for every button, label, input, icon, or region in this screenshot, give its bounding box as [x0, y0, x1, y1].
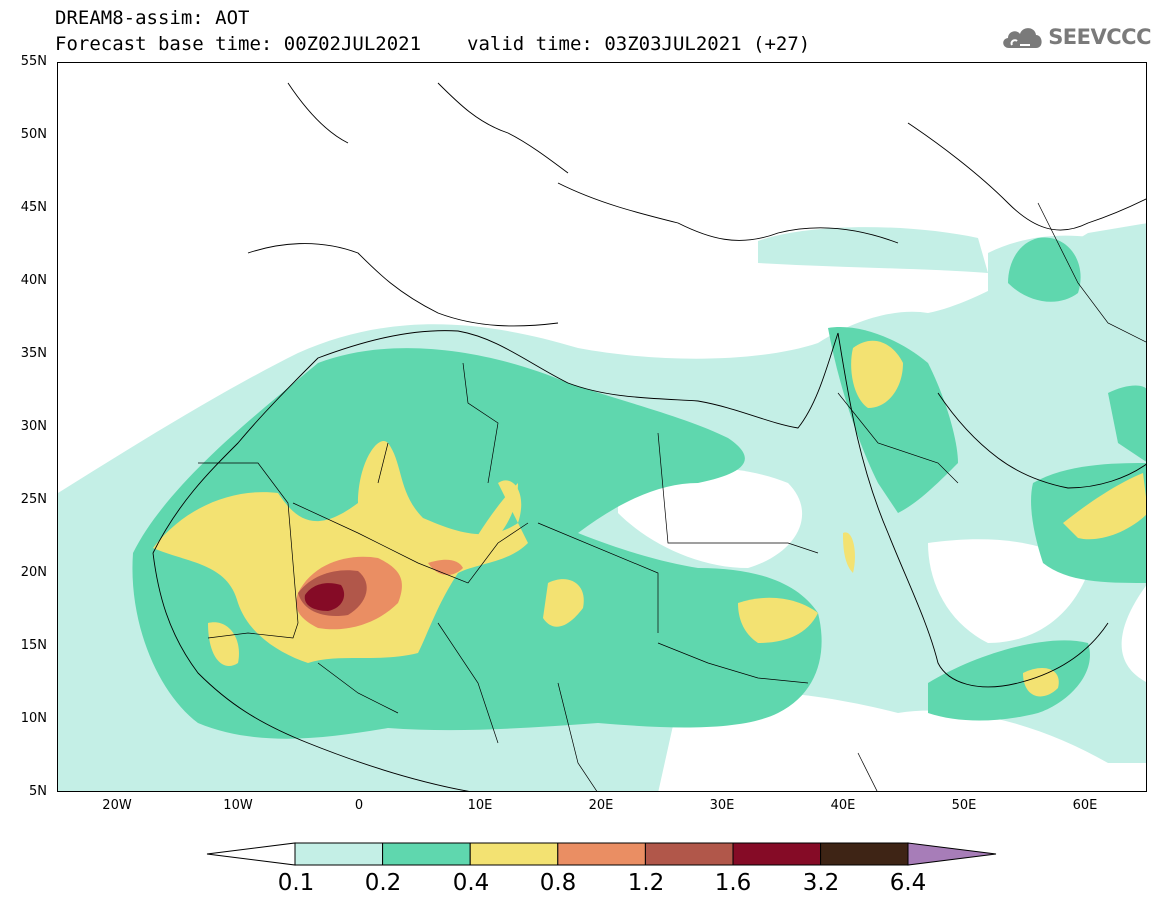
colorbar-under-triangle: [206, 842, 296, 866]
lat-label: 25N: [20, 492, 47, 507]
lat-label: 5N: [29, 784, 47, 799]
colorbar-label: 3.2: [802, 870, 840, 896]
colorbar-label: 0.1: [277, 870, 315, 896]
colorbar-segment-1: [294, 842, 384, 866]
colorbar: [206, 842, 997, 866]
aot-contour-0.4: [153, 340, 1146, 697]
map-title: DREAM8-assim: AOT: [55, 7, 250, 29]
lon-label: 50E: [951, 798, 977, 813]
lon-label: 10E: [467, 798, 493, 813]
lat-label: 40N: [20, 273, 47, 288]
lon-label: 30E: [709, 798, 735, 813]
colorbar-segment-2: [382, 842, 471, 866]
aot-contour-1.6: [304, 583, 345, 611]
lat-label: 30N: [20, 419, 47, 434]
cloud-icon: [1003, 28, 1042, 48]
colorbar-label: 0.8: [539, 870, 577, 896]
lon-label: 20W: [102, 798, 132, 813]
logo-text: SEEVCCC: [1048, 25, 1151, 49]
colorbar-label: 1.6: [714, 870, 752, 896]
lat-label: 15N: [20, 638, 47, 653]
colorbar-label: 0.4: [452, 870, 490, 896]
colorbar-segment-5: [644, 842, 734, 866]
colorbar-over-triangle: [907, 842, 997, 866]
colorbar-label: 6.4: [889, 870, 927, 896]
lon-label: 0: [354, 798, 364, 813]
lon-label: 40E: [830, 798, 856, 813]
colorbar-segment-6: [732, 842, 822, 866]
lat-label: 50N: [20, 127, 47, 142]
coastlines: [152, 82, 1146, 791]
aot-map: [57, 62, 1147, 792]
lon-label: 20E: [588, 798, 614, 813]
valid-time: valid time: 03Z03JUL2021 (+27): [467, 33, 811, 55]
lon-label: 60E: [1072, 798, 1098, 813]
country-borders: [198, 202, 1146, 791]
aot-field: [58, 82, 1146, 791]
colorbar-segment-3: [469, 842, 559, 866]
colorbar-segment-7: [820, 842, 909, 866]
lat-label: 55N: [20, 54, 47, 69]
colorbar-label: 0.2: [364, 870, 402, 896]
lat-label: 35N: [20, 346, 47, 361]
lat-label: 10N: [20, 711, 47, 726]
forecast-times: Forecast base time: 00Z02JUL2021 valid ti…: [55, 34, 810, 54]
base-time: Forecast base time: 00Z02JUL2021: [55, 33, 422, 55]
seevccc-logo: SEEVCCC: [1000, 22, 1151, 52]
colorbar-segment-4: [557, 842, 646, 866]
lat-label: 20N: [20, 565, 47, 580]
lat-label: 45N: [20, 200, 47, 215]
lon-label: 10W: [223, 798, 253, 813]
colorbar-label: 1.2: [627, 870, 665, 896]
